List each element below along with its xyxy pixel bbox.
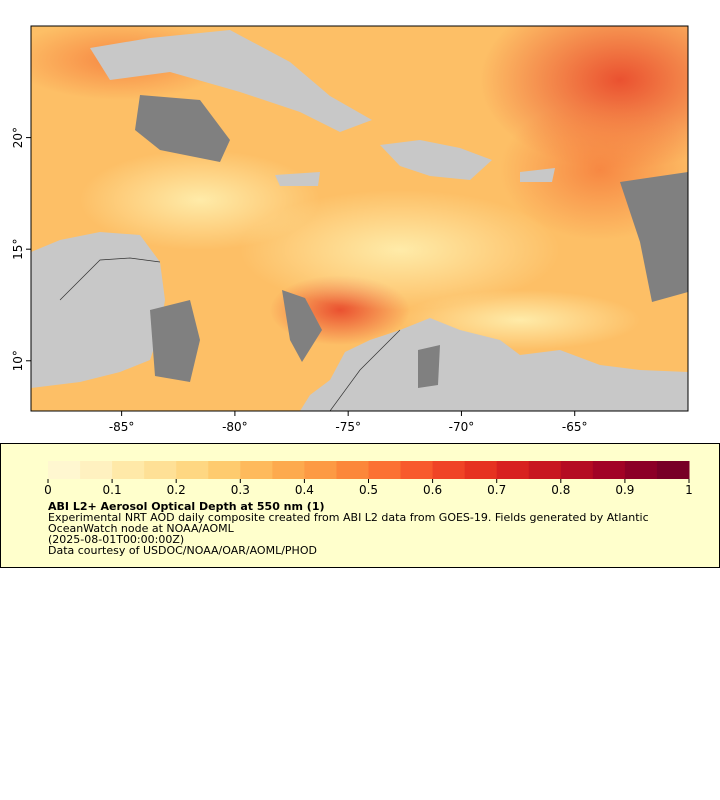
colorbar-tick-label: 0.2 — [167, 483, 186, 497]
description: Experimental NRT AOD daily composite cre… — [48, 511, 649, 535]
color-swatch — [48, 461, 81, 479]
y-tick-label: 10° — [11, 350, 25, 371]
credit: Data courtesy of USDOC/NOAA/OAR/AOML/PHO… — [48, 544, 317, 557]
x-tick-label: -75° — [335, 420, 361, 434]
time: (2025-08-01T00:00:00Z) — [48, 533, 185, 546]
color-swatch — [112, 461, 145, 479]
aod-field — [31, 26, 688, 411]
y-tick-label: 15° — [11, 239, 25, 260]
colorbar-tick-label: 0.9 — [615, 483, 634, 497]
color-swatch — [80, 461, 113, 479]
colorbar-tick-label: 0.3 — [231, 483, 250, 497]
colorbar-tick-label: 0.7 — [487, 483, 506, 497]
colorbar-tick-label: 0.1 — [103, 483, 122, 497]
colorbar-tick-label: 0.8 — [551, 483, 570, 497]
legend: 0 0.1 0.2 0.3 0.4 0.5 0.6 0.7 0.8 0.9 1 ABI L2+ Ae… — [0, 443, 720, 568]
color-swatch — [240, 461, 273, 479]
color-swatch — [656, 461, 690, 479]
color-swatch — [176, 461, 209, 479]
color-swatch — [528, 461, 562, 479]
color-swatch — [272, 461, 305, 479]
color-swatch — [464, 461, 498, 479]
color-swatch — [400, 461, 434, 479]
color-swatch — [624, 461, 658, 479]
color-swatch — [592, 461, 626, 479]
x-tick-label: -65° — [562, 420, 588, 434]
x-tick-label: -70° — [449, 420, 475, 434]
color-swatch — [496, 461, 530, 479]
colorbar-tick-label: 0 — [44, 483, 52, 497]
colorbar: 0 0.1 0.2 0.3 0.4 0.5 0.6 0.7 0.8 0.9 1 — [44, 461, 693, 497]
color-swatch — [368, 461, 402, 479]
legend-text: ABI L2+ Aerosol Optical Depth at 550 nm … — [48, 501, 688, 556]
legend-title: ABI L2+ Aerosol Optical Depth at 550 nm … — [48, 500, 325, 513]
color-swatch — [432, 461, 466, 479]
colorbar-tick-label: 0.4 — [295, 483, 314, 497]
colorbar-tick-label: 1 — [685, 483, 693, 497]
color-swatch — [304, 461, 337, 479]
map-frame — [30, 25, 689, 412]
color-swatch — [144, 461, 177, 479]
colorbar-tick-label: 0.6 — [423, 483, 442, 497]
color-swatch — [336, 461, 369, 479]
x-tick-label: -85° — [109, 420, 135, 434]
map-panel: -85° -80° -75° -70° -65° 10° 15° 20° — [11, 25, 689, 434]
color-swatch — [560, 461, 594, 479]
color-swatch — [208, 461, 241, 479]
colorbar-tick-label: 0.5 — [359, 483, 378, 497]
y-tick-label: 20° — [11, 127, 25, 148]
x-tick-label: -80° — [222, 420, 248, 434]
